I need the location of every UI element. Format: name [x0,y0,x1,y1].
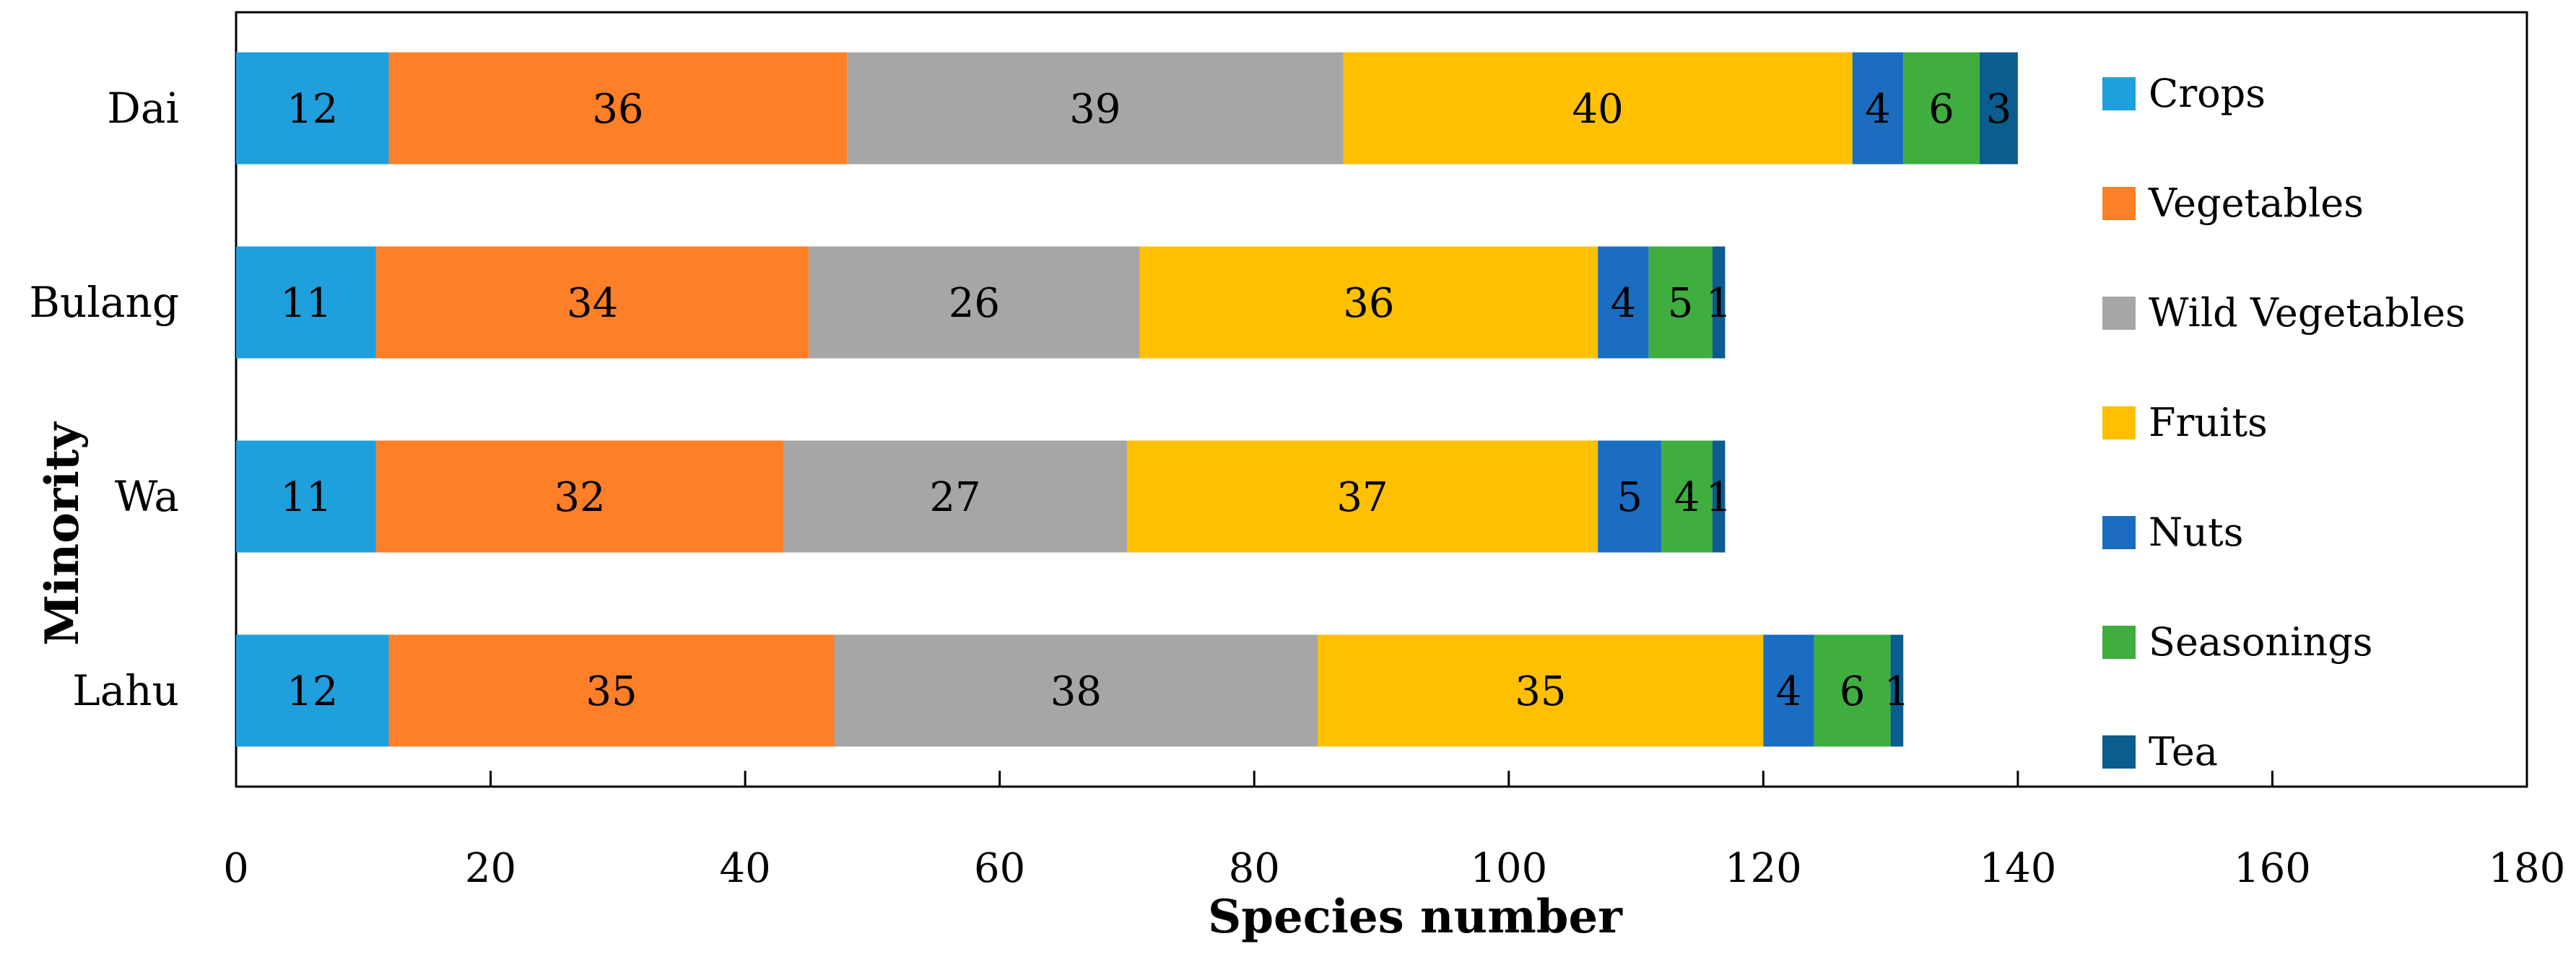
bar-lahu-seasonings [1814,634,1891,747]
legend-label-fruits: Fruits [2149,400,2268,445]
bar-wa-nuts [1598,440,1662,553]
data-label-lahu-fruits: 35 [1515,668,1566,715]
category-label-bulang: Bulang [29,278,179,327]
legend-swatch-seasonings [2102,626,2136,659]
plot-frame [235,11,2528,788]
data-label-dai-seasonings: 6 [1928,86,1954,133]
data-label-dai-tea: 3 [1986,86,2012,133]
data-label-bulang-wild-vegetables: 26 [949,280,1000,327]
bar-lahu-nuts [1763,634,1814,747]
bar-bulang-tea [1712,246,1726,359]
data-label-dai-nuts: 4 [1865,86,1891,133]
data-label-wa-wild-vegetables: 27 [929,474,980,521]
bar-bulang-crops [236,246,376,359]
data-label-wa-tea: 1 [1706,474,1732,521]
x-tick-label-0: 0 [223,845,249,892]
data-label-lahu-seasonings: 6 [1840,668,1866,715]
bar-bulang-fruits [1139,246,1598,359]
data-label-bulang-crops: 11 [280,280,331,327]
bar-dai-nuts [1852,52,1904,165]
legend-swatch-crops [2102,77,2136,110]
bar-wa-tea [1712,440,1726,553]
bar-bulang-vegetables [375,246,809,359]
bar-wa-seasonings [1661,440,1713,553]
bar-wa-fruits [1126,440,1598,553]
x-tick-label-40: 40 [719,845,770,892]
legend-label-nuts: Nuts [2149,510,2243,555]
bar-dai-wild-vegetables [847,52,1344,165]
data-label-dai-wild-vegetables: 39 [1069,86,1121,133]
x-tick-label-120: 120 [1725,845,1802,892]
data-label-wa-seasonings: 4 [1674,474,1700,521]
bar-lahu-vegetables [388,634,835,747]
bar-bulang-wild-vegetables [809,246,1140,359]
legend-swatch-fruits [2102,406,2136,440]
bar-bulang-seasonings [1648,246,1713,359]
legend-label-tea: Tea [2149,729,2218,774]
category-label-wa: Wa [115,472,179,521]
legend-swatch-vegetables [2102,187,2136,220]
data-label-dai-fruits: 40 [1572,86,1624,133]
data-label-wa-vegetables: 32 [554,474,605,521]
data-label-wa-crops: 11 [280,474,331,521]
x-tick-label-160: 160 [2234,845,2311,892]
data-label-bulang-seasonings: 5 [1668,280,1694,327]
data-label-dai-vegetables: 36 [592,86,643,133]
data-label-wa-nuts: 5 [1616,474,1642,521]
data-label-bulang-tea: 1 [1706,280,1732,327]
bar-lahu-tea [1890,634,1904,747]
x-tick-label-100: 100 [1470,845,1547,892]
legend-swatch-wild-vegetables [2102,297,2136,330]
bar-dai-crops [236,52,389,165]
bar-wa-wild-vegetables [783,440,1127,553]
x-tick-label-20: 20 [465,845,516,892]
legend-swatch-nuts [2102,516,2136,549]
data-label-bulang-nuts: 4 [1611,280,1637,327]
legend-label-seasonings: Seasonings [2149,619,2372,665]
bar-wa-crops [236,440,376,553]
bar-bulang-nuts [1598,246,1649,359]
x-tick-label-80: 80 [1229,845,1280,892]
data-label-bulang-vegetables: 34 [567,280,618,327]
x-tick-label-180: 180 [2489,845,2566,892]
bar-wa-vegetables [375,440,783,553]
bar-lahu-fruits [1318,634,1764,747]
data-label-wa-fruits: 37 [1336,474,1388,521]
category-label-dai: Dai [107,84,179,133]
x-tick-label-140: 140 [1979,845,2056,892]
bars-layer: 12 36 39 40 4 6 311 34 26 36 4 5 111 32 27 37 5 4 112 35 38 3… [236,52,2018,747]
bar-dai-seasonings [1903,52,1980,165]
x-axis-title: Species number [1208,890,1623,944]
legend: Crops Vegetables Wild Vegetables Fruits Nuts… [2102,71,2466,774]
bar-dai-fruits [1343,52,1853,165]
y-axis: Dai Bulang Wa Lahu [29,84,179,715]
bar-lahu-crops [236,634,389,747]
bar-lahu-wild-vegetables [834,634,1318,747]
x-axis: 0 20 40 60 80 100 120 140 160 180 [223,771,2565,892]
data-label-lahu-tea: 1 [1884,668,1910,715]
x-tick-label-60: 60 [974,845,1025,892]
legend-swatch-tea [2102,735,2136,769]
legend-label-vegetables: Vegetables [2148,180,2364,226]
category-label-lahu: Lahu [72,666,179,715]
data-label-lahu-crops: 12 [287,668,338,715]
y-axis-title: Minority [35,421,90,646]
legend-label-wild-vegetables: Wild Vegetables [2149,290,2466,336]
data-label-lahu-nuts: 4 [1776,668,1802,715]
legend-label-crops: Crops [2149,71,2266,116]
bar-dai-tea [1980,52,2018,165]
data-label-bulang-fruits: 36 [1343,280,1394,327]
data-label-dai-crops: 12 [287,86,338,133]
bar-dai-vegetables [388,52,848,165]
data-label-lahu-vegetables: 35 [586,668,637,715]
data-label-lahu-wild-vegetables: 38 [1050,668,1102,715]
